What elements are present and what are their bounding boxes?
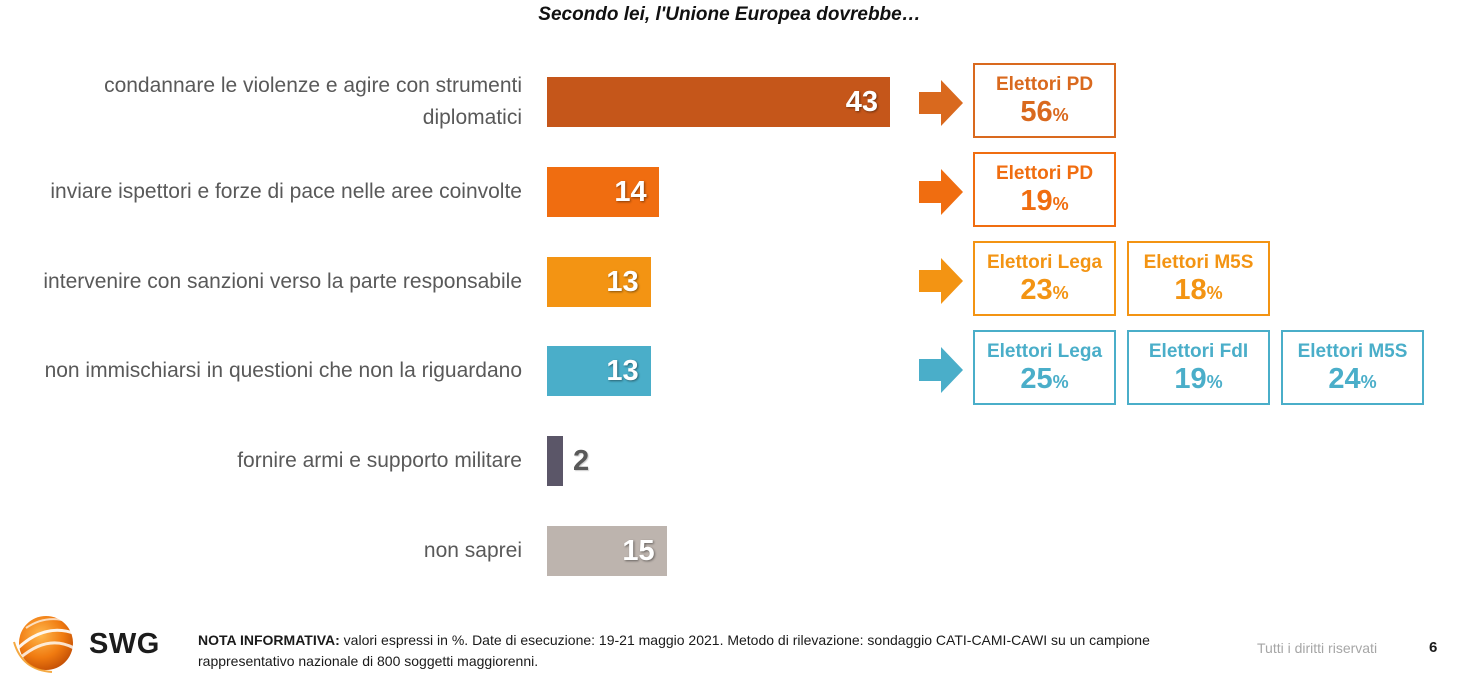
voter-box: Elettori M5S 24% xyxy=(1281,330,1424,405)
arrow-right-icon xyxy=(919,347,963,393)
percent-symbol: % xyxy=(1052,105,1069,125)
percentage-value: 18 xyxy=(1174,274,1207,306)
bar-value-label: 2 xyxy=(572,445,590,478)
bar-value-label: 13 xyxy=(606,355,639,388)
percent-symbol: % xyxy=(1052,194,1069,214)
bar-value-label: 43 xyxy=(845,86,878,118)
page-number: 6 xyxy=(1429,639,1438,656)
percent-symbol: % xyxy=(1052,372,1069,392)
percentage-value: 56 xyxy=(1020,96,1053,128)
voter-label: Elettori PD xyxy=(995,74,1094,95)
voter-box: Elettori Lega 23% xyxy=(973,241,1116,316)
bar xyxy=(547,166,659,217)
bar xyxy=(547,346,651,397)
voter-percentage: 19% xyxy=(975,185,1114,220)
bar xyxy=(547,77,890,127)
swg-logo-text: SWG xyxy=(89,628,160,660)
arrow-right-icon xyxy=(919,80,963,126)
bar-value-label: 14 xyxy=(614,175,647,208)
category-label: intervenire con sanzioni verso la parte … xyxy=(43,269,522,293)
note-text: valori espressi in %. Date di esecuzione… xyxy=(198,632,1150,669)
percentage-value: 25 xyxy=(1020,363,1053,395)
percentage-value: 24 xyxy=(1328,363,1361,395)
voter-percentage: 23% xyxy=(975,274,1114,309)
voter-label: Elettori M5S xyxy=(1297,341,1408,362)
bar xyxy=(547,256,651,307)
category-label: non saprei xyxy=(423,539,522,562)
voter-label: Elettori Lega xyxy=(986,341,1103,362)
category-label: fornire armi e supporto militare xyxy=(237,449,522,473)
voter-percentage: 18% xyxy=(1129,274,1268,309)
percent-symbol: % xyxy=(1052,283,1069,303)
percent-symbol: % xyxy=(1206,372,1223,392)
voter-percentage: 19% xyxy=(1129,363,1268,398)
voter-box: Elettori FdI 19% xyxy=(1127,330,1270,405)
percent-symbol: % xyxy=(1206,283,1223,303)
voter-label: Elettori Lega xyxy=(986,252,1103,273)
bar-value-label: 13 xyxy=(606,265,639,298)
voter-box: Elettori M5S 18% xyxy=(1127,241,1270,316)
voter-percentage: 24% xyxy=(1283,363,1422,398)
category-label: condannare le violenze e agire con strum… xyxy=(104,74,522,129)
info-note: NOTA INFORMATIVA: valori espressi in %. … xyxy=(198,630,1188,672)
percentage-value: 23 xyxy=(1020,274,1053,306)
voter-label: Elettori FdI xyxy=(1148,341,1249,362)
voter-percentage: 25% xyxy=(975,363,1114,398)
bar-value-label: 15 xyxy=(622,535,655,567)
bar xyxy=(547,526,667,576)
category-label: inviare ispettori e forze di pace nelle … xyxy=(50,179,522,203)
category-label: non immischiarsi in questioni che non la… xyxy=(44,359,522,383)
voter-percentage: 56% xyxy=(975,96,1114,131)
voter-box: Elettori Lega 25% xyxy=(973,330,1116,405)
swg-logo-icon xyxy=(13,616,77,673)
percentage-value: 19 xyxy=(1174,363,1207,395)
percent-symbol: % xyxy=(1360,372,1377,392)
voter-label: Elettori M5S xyxy=(1143,252,1254,273)
rights-text: Tutti i diritti riservati xyxy=(1257,640,1378,656)
chart-title: Secondo lei, l'Unione Europea dovrebbe… xyxy=(538,4,921,25)
voter-box: Elettori PD 56% xyxy=(973,63,1116,138)
arrow-right-icon xyxy=(919,258,963,304)
percentage-value: 19 xyxy=(1020,185,1053,217)
bar xyxy=(547,436,563,487)
voter-label: Elettori PD xyxy=(995,163,1094,184)
note-label: NOTA INFORMATIVA: xyxy=(198,632,340,648)
arrow-right-icon xyxy=(919,169,963,215)
voter-box: Elettori PD 19% xyxy=(973,152,1116,227)
